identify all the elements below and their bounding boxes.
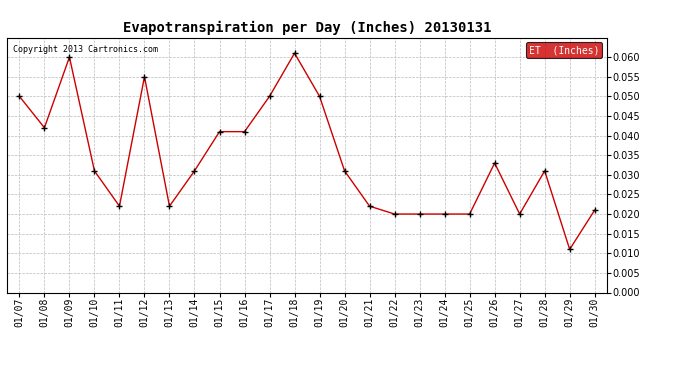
Text: Copyright 2013 Cartronics.com: Copyright 2013 Cartronics.com [13, 45, 158, 54]
Title: Evapotranspiration per Day (Inches) 20130131: Evapotranspiration per Day (Inches) 2013… [123, 21, 491, 35]
Legend: ET  (Inches): ET (Inches) [526, 42, 602, 58]
